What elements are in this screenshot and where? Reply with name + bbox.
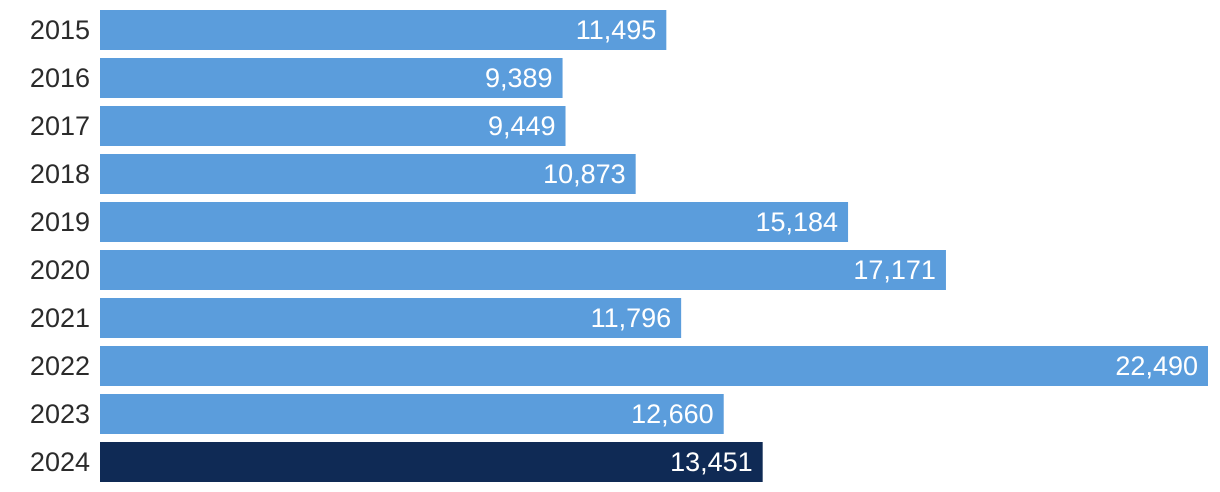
bar-2016 — [100, 58, 563, 98]
category-label-2024: 2024 — [30, 447, 90, 477]
category-label-2023: 2023 — [30, 399, 90, 429]
value-label-2021: 11,796 — [591, 303, 672, 333]
labels-layer: 2015 11,495 2016 9,389 2017 9,449 2018 10,873 20… — [30, 15, 1198, 477]
value-label-2019: 15,184 — [755, 207, 838, 237]
value-label-2020: 17,171 — [853, 255, 936, 285]
value-label-2016: 9,389 — [485, 63, 553, 93]
category-label-2020: 2020 — [30, 255, 90, 285]
category-label-2022: 2022 — [30, 351, 90, 381]
value-label-2015: 11,495 — [576, 15, 657, 45]
value-label-2018: 10,873 — [543, 159, 626, 189]
bar-2018 — [100, 154, 636, 194]
value-label-2022: 22,490 — [1115, 351, 1198, 381]
bar-2024 — [100, 442, 763, 482]
category-label-2016: 2016 — [30, 63, 90, 93]
category-label-2015: 2015 — [30, 15, 90, 45]
category-label-2021: 2021 — [30, 303, 90, 333]
bar-2015 — [100, 10, 667, 50]
bar-2020 — [100, 250, 946, 290]
category-label-2017: 2017 — [30, 111, 90, 141]
value-label-2023: 12,660 — [631, 399, 714, 429]
bar-2017 — [100, 106, 566, 146]
category-label-2018: 2018 — [30, 159, 90, 189]
value-label-2017: 9,449 — [488, 111, 556, 141]
bar-2023 — [100, 394, 724, 434]
bar-2022 — [100, 346, 1208, 386]
bar-2019 — [100, 202, 849, 242]
category-label-2019: 2019 — [30, 207, 90, 237]
bar-2021 — [100, 298, 682, 338]
bars-layer — [100, 10, 1208, 482]
value-label-2024: 13,451 — [670, 447, 753, 477]
